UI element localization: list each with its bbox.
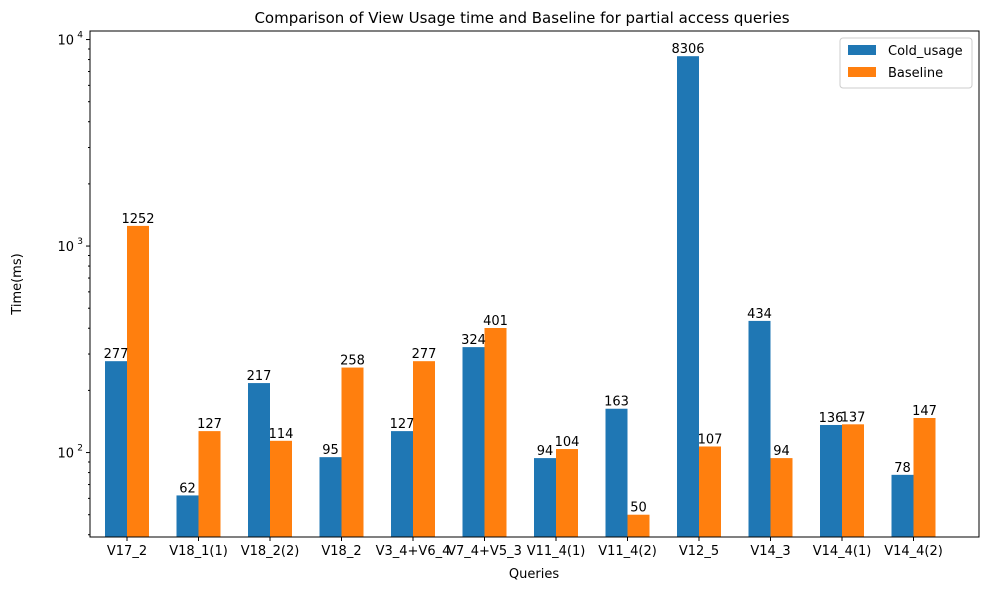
bar-cold-usage-11 — [891, 474, 914, 537]
legend: Cold_usage Baseline — [839, 37, 973, 89]
plot-frame — [89, 30, 980, 538]
bar-value-label: 78 — [894, 461, 911, 476]
bar-cold-usage-9 — [748, 320, 771, 537]
bar-value-label: 163 — [604, 395, 629, 410]
bar-baseline-10 — [842, 424, 864, 537]
bar-baseline-6 — [556, 449, 578, 537]
y-tick-label-base: 10 — [57, 34, 74, 49]
x-tick-label: V11_4(1) — [527, 544, 586, 559]
y-axis-label: Time(ms) — [10, 253, 25, 315]
legend-swatch-baseline — [848, 67, 876, 77]
x-tick-label: V14_3 — [750, 544, 790, 559]
y-tick-label-base: 10 — [57, 447, 74, 462]
x-tick-label: V11_4(2) — [598, 544, 657, 559]
y-tick-label-exponent: 3 — [77, 237, 83, 247]
bar-baseline-2 — [270, 440, 292, 537]
bar-value-label: 434 — [747, 307, 772, 322]
bar-cold-usage-8 — [677, 56, 699, 538]
bar-value-label: 277 — [412, 347, 437, 362]
bar-cold-usage-0 — [105, 361, 127, 537]
bar-baseline-11 — [913, 418, 936, 537]
y-tick-label-base: 10 — [57, 240, 74, 255]
x-tick-label: V18_2(2) — [241, 544, 300, 559]
bar-value-label: 136 — [819, 411, 844, 426]
bar-value-label: 94 — [773, 444, 790, 459]
x-tick-label: V17_2 — [107, 544, 147, 559]
bar-cold-usage-2 — [248, 383, 270, 537]
bar-baseline-5 — [484, 328, 507, 537]
bar-cold-usage-1 — [176, 495, 199, 537]
bar-value-label: 401 — [483, 314, 508, 329]
bar-labels-layer: 2771252621272171149525812727732440194104… — [104, 42, 937, 516]
legend-label-cold-usage: Cold_usage — [888, 44, 963, 59]
y-tick-label-exponent: 2 — [77, 444, 83, 454]
bar-cold-usage-5 — [462, 347, 485, 537]
bar-value-label: 127 — [197, 417, 222, 432]
bar-value-label: 147 — [912, 404, 937, 419]
bar-value-label: 277 — [104, 347, 129, 362]
bar-cold-usage-6 — [534, 458, 556, 537]
legend-label-baseline: Baseline — [888, 66, 943, 81]
x-tick-label: V7_4+V5_3 — [447, 544, 522, 559]
bar-cold-usage-7 — [605, 408, 628, 537]
bar-value-label: 137 — [841, 410, 866, 425]
x-tick-label: V12_5 — [679, 544, 719, 559]
bars-layer — [105, 56, 936, 538]
legend-swatch-cold-usage — [848, 45, 876, 55]
bar-cold-usage-10 — [820, 424, 842, 537]
x-axis-label: Queries — [509, 567, 559, 582]
bar-baseline-4 — [413, 361, 435, 537]
bar-value-label: 1252 — [121, 212, 154, 227]
bar-value-label: 324 — [461, 333, 486, 348]
x-tick-label: V18_2 — [321, 544, 361, 559]
bar-value-label: 114 — [269, 427, 294, 442]
x-tick-label: V18_1(1) — [169, 544, 228, 559]
x-tick-label: V14_4(2) — [884, 544, 943, 559]
bar-value-label: 8306 — [671, 42, 704, 57]
bar-value-label: 258 — [340, 354, 365, 369]
bar-baseline-0 — [127, 225, 149, 538]
x-axis: V17_2 V18_1(1) V18_2(2) V18_2 V3_4+V6_4V7_4+… — [107, 537, 943, 559]
x-tick-label: V3_4+V6_4 — [376, 544, 451, 559]
bar-baseline-7 — [627, 514, 650, 537]
bar-baseline-8 — [699, 446, 721, 537]
bar-value-label: 104 — [555, 435, 580, 450]
bar-value-label: 217 — [247, 369, 272, 384]
bar-value-label: 50 — [630, 501, 647, 516]
bar-value-label: 107 — [698, 432, 723, 447]
bar-baseline-3 — [341, 367, 364, 537]
bar-value-label: 127 — [390, 417, 415, 432]
bar-baseline-1 — [198, 431, 221, 537]
bar-baseline-9 — [770, 458, 793, 537]
bar-value-label: 62 — [179, 481, 196, 496]
chart-title: Comparison of View Usage time and Baseli… — [254, 9, 789, 27]
bar-cold-usage-3 — [319, 457, 342, 537]
bar-value-label: 95 — [322, 443, 339, 458]
x-tick-label: V14_4(1) — [813, 544, 872, 559]
y-tick-label-exponent: 4 — [77, 31, 83, 41]
bar-cold-usage-4 — [391, 431, 413, 537]
bar-value-label: 94 — [537, 444, 554, 459]
